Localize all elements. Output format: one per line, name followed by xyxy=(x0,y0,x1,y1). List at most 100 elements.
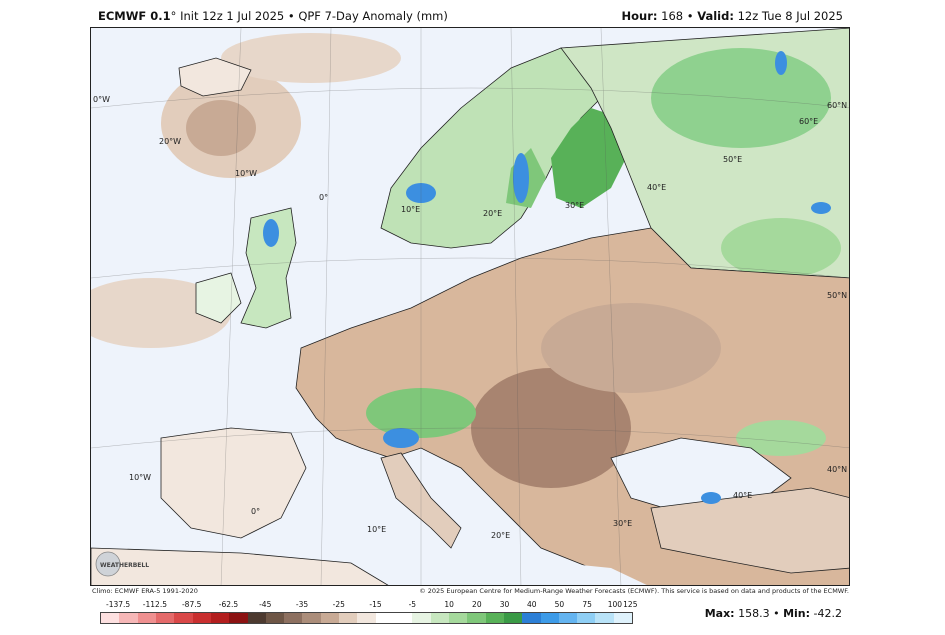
colorbar-segment xyxy=(558,613,578,623)
colorbar-segment xyxy=(229,613,248,623)
maxmin-bullet: • xyxy=(773,607,780,620)
lon-label: 50°E xyxy=(723,155,742,164)
colorbar-tick: -45 xyxy=(259,600,272,609)
lat-label: 60°N xyxy=(827,101,847,110)
colorbar-tick: 125 xyxy=(623,600,638,609)
colorbar-segment xyxy=(174,613,193,623)
colorbar-segment xyxy=(247,613,266,623)
lon-label: 0° xyxy=(251,507,260,516)
ecmwf-copyright: © 2025 European Centre for Medium-Range … xyxy=(419,587,849,595)
min-label: Min: xyxy=(783,607,811,620)
wet-region-sweden xyxy=(551,108,631,208)
degree-sign: ° xyxy=(170,9,177,23)
colorbar-tick: -87.5 xyxy=(181,600,202,609)
lon-label: 20°W xyxy=(159,137,181,146)
lon-label: 60°E xyxy=(799,117,818,126)
colorbar-tick: 40 xyxy=(526,600,537,609)
lon-label: 20°E xyxy=(491,531,510,540)
colorbar-tick: -112.5 xyxy=(142,600,167,609)
valid-time-header: Hour: 168 • Valid: 12z Tue 8 Jul 2025 xyxy=(621,9,843,23)
colorbar-ticks: -137.5 -112.5 -87.5 -62.5 -45 -35 -25 -1… xyxy=(100,600,637,611)
dry-core-iceland-sea xyxy=(186,100,256,156)
valid-label: Valid: xyxy=(697,9,734,23)
anatolia xyxy=(650,487,849,574)
colorbar xyxy=(100,612,633,624)
very-wet-alps xyxy=(383,428,419,448)
max-min-readout: Max: 158.3 • Min: -42.2 xyxy=(705,607,842,620)
colorbar-tick: -35 xyxy=(295,600,309,609)
colorbar-segment xyxy=(357,613,376,623)
colorbar-segment xyxy=(485,613,504,623)
lon-label: 30°E xyxy=(565,201,584,210)
weatherbell-logo: WEATHERBELL xyxy=(95,551,149,577)
colorbar-tick: -15 xyxy=(369,600,382,609)
graticule-line xyxy=(600,28,622,585)
max-value: 158.3 xyxy=(738,607,770,620)
colorbar-segment xyxy=(540,613,559,623)
colorbar-segment xyxy=(394,613,413,623)
hour-label: Hour: xyxy=(621,9,658,23)
colorbar-segment xyxy=(137,613,156,623)
colorbar-tick: 20 xyxy=(472,600,482,609)
colorbar-segment xyxy=(430,613,449,623)
hour-value: 168 xyxy=(661,9,684,23)
colorbar-tick: -137.5 xyxy=(106,600,131,609)
lon-label: 30°E xyxy=(613,519,632,528)
lat-label: 50°N xyxy=(827,291,847,300)
colorbar-segment xyxy=(155,613,175,623)
colorbar-tick: 50 xyxy=(554,600,565,609)
map-title: ECMWF 0.1° Init 12z 1 Jul 2025 • QPF 7-D… xyxy=(98,9,448,23)
colorbar-segment xyxy=(375,613,394,623)
product-name: QPF 7-Day Anomaly (mm) xyxy=(298,9,448,23)
colorbar-segment xyxy=(412,613,431,623)
lon-label: 10°W xyxy=(235,169,257,178)
wet-region-volga xyxy=(721,218,841,278)
init-time: Init 12z 1 Jul 2025 xyxy=(180,9,285,23)
graticule-line xyxy=(220,28,242,585)
lon-label: 20°E xyxy=(483,209,502,218)
lon-label: 40°E xyxy=(647,183,666,192)
colorbar-tick: 100 xyxy=(607,600,623,609)
very-dry-balkans xyxy=(471,368,631,488)
colorbar-tick: 75 xyxy=(582,600,592,609)
colorbar-segment xyxy=(101,613,120,623)
lon-label: 10°E xyxy=(401,205,420,214)
wet-region-caucasus xyxy=(736,420,826,456)
colorbar-segment xyxy=(302,613,321,623)
graticule-line xyxy=(320,28,332,585)
logo-text: WEATHERBELL xyxy=(100,562,149,569)
graticule xyxy=(91,28,849,585)
very-wet-northeast xyxy=(775,51,787,75)
iceland xyxy=(178,57,252,97)
colorbar-segment xyxy=(595,613,614,623)
colorbar-segment xyxy=(339,613,358,623)
lon-label: 0° xyxy=(319,193,328,202)
header-bullet: • xyxy=(686,9,694,23)
colorbar-tick: 30 xyxy=(499,600,510,609)
colorbar-tick: -5 xyxy=(408,600,417,609)
dry-region-norwegian-sea xyxy=(221,33,401,83)
lon-label: 40°E xyxy=(733,491,752,500)
lon-label: 10°W xyxy=(129,473,151,482)
great-britain xyxy=(240,207,297,329)
climo-credit: Climo: ECMWF ERA-5 1991-2020 xyxy=(92,587,198,595)
map-canvas: 0°W 20°W 10°W 0° 10°E 20°E 30°E 40°E 50°… xyxy=(91,28,849,585)
north-africa xyxy=(91,547,389,585)
colorbar-segment xyxy=(503,613,523,623)
max-label: Max: xyxy=(704,607,735,620)
colorbar-segment xyxy=(467,613,486,623)
very-wet-anatolia xyxy=(701,492,721,504)
model-name: ECMWF 0.1 xyxy=(98,9,171,23)
colorbar-segment xyxy=(522,613,541,623)
very-wet-sweden xyxy=(513,153,529,203)
colorbar-segment xyxy=(320,613,340,623)
logo-globe xyxy=(95,551,121,577)
iberian-peninsula xyxy=(160,427,307,539)
colorbar-segment xyxy=(284,613,303,623)
dry-region-ukraine xyxy=(541,303,721,393)
anomaly-map: 0°W 20°W 10°W 0° 10°E 20°E 30°E 40°E 50°… xyxy=(90,27,850,586)
title-bullet: • xyxy=(287,9,295,23)
colorbar-segment xyxy=(119,613,138,623)
colorbar-tick: 10 xyxy=(444,600,454,609)
lat-label: 40°N xyxy=(827,465,847,474)
